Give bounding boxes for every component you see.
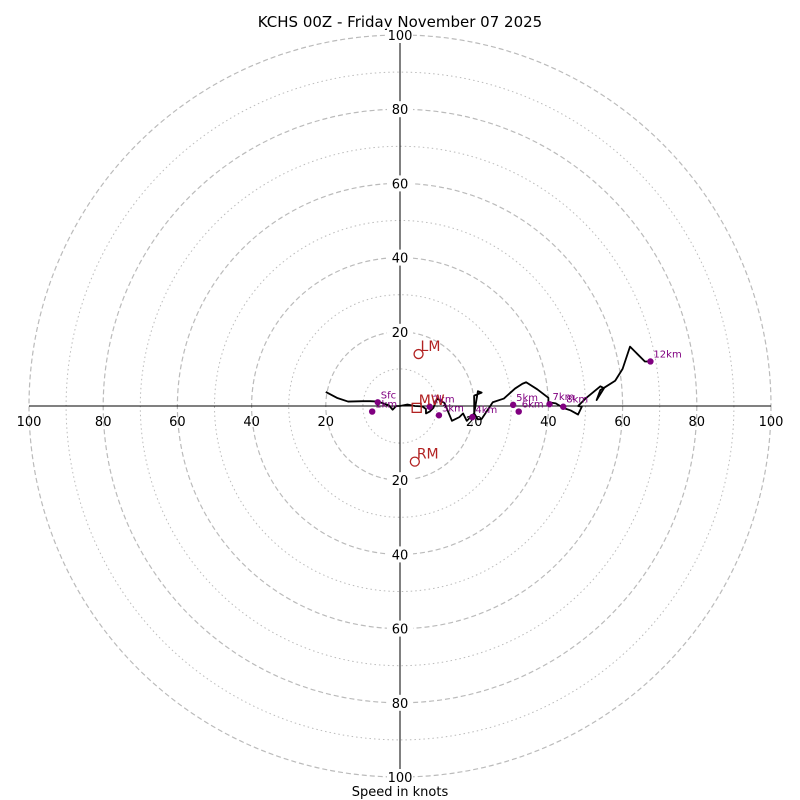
y-tick-bg <box>387 27 413 43</box>
motion-marker-rm <box>409 456 420 467</box>
storm-motion-markers: LM RM MW <box>409 339 445 467</box>
height-label-12km: 12km <box>653 349 681 360</box>
y-tick-bg <box>387 323 413 340</box>
height-label-2km: 2km <box>433 395 455 406</box>
y-tick-bg <box>387 472 413 489</box>
height-label-7km: 7km <box>553 392 575 403</box>
y-tick-pos-100: 100 <box>388 29 413 44</box>
height-point-6km <box>515 408 522 415</box>
y-tick-bg <box>387 175 413 192</box>
y-tick-bg <box>387 101 413 118</box>
y-tick-pos-60: 60 <box>392 177 409 192</box>
x-tick-neg-60: 60 <box>169 415 186 430</box>
height-point-1km <box>368 408 376 415</box>
y-tick-pos-20: 20 <box>392 326 409 341</box>
x-tick-neg-100: 100 <box>17 415 42 430</box>
x-tick-neg-40: 40 <box>243 415 260 430</box>
x-tick-pos-100: 100 <box>759 415 784 430</box>
y-tick-neg-80: 80 <box>392 697 409 712</box>
height-point-2km <box>426 403 433 410</box>
y-tick-pos-40: 40 <box>392 252 409 267</box>
x-tick-pos-60: 60 <box>614 415 631 430</box>
y-tick-neg-20: 20 <box>392 474 409 489</box>
y-tick-bg <box>387 620 413 637</box>
x-axis-label: Speed in knots <box>352 785 449 800</box>
x-tick-pos-40: 40 <box>540 415 557 430</box>
motion-label-rm: RM <box>417 447 439 463</box>
y-tick-bg <box>387 694 413 711</box>
y-tick-bg <box>387 249 413 266</box>
y-tick-neg-100: 100 <box>388 771 413 786</box>
y-tick-bg <box>387 769 413 785</box>
x-tick-neg-20: 20 <box>318 415 335 430</box>
chart-title: KCHS 00Z - Friday November 07 2025 <box>258 13 542 31</box>
height-point-3km <box>435 412 443 419</box>
motion-marker-lm <box>413 348 424 360</box>
height-label-3km: 3km <box>442 403 464 414</box>
height-point-4km <box>469 413 476 421</box>
height-label-5km: 5km <box>516 393 538 404</box>
tick-labels: 2020202040404040606060608080808010010010… <box>17 27 784 786</box>
y-tick-pos-80: 80 <box>392 103 409 118</box>
height-label-8km: 8km <box>566 395 588 406</box>
x-tick-pos-80: 80 <box>689 415 706 430</box>
motion-label-lm: LM <box>421 339 441 355</box>
height-point-8km <box>560 403 567 410</box>
height-label-sfc: Sfc <box>381 390 396 401</box>
x-tick-neg-80: 80 <box>95 415 112 430</box>
height-label-1km: 1km <box>375 400 397 411</box>
height-label-4km: 4km <box>475 405 497 416</box>
height-label-6km: 6km <box>522 400 544 411</box>
height-point-sfc <box>374 399 381 406</box>
height-point-5km <box>509 401 517 409</box>
y-tick-neg-60: 60 <box>392 623 409 638</box>
height-point-7km <box>546 400 553 408</box>
motion-marker-mw <box>411 402 422 414</box>
motion-label-mw: MW <box>419 393 445 409</box>
y-tick-neg-40: 40 <box>392 548 409 563</box>
y-tick-bg <box>387 546 413 563</box>
height-point-12km <box>647 358 654 365</box>
hodograph-trace <box>325 345 649 422</box>
